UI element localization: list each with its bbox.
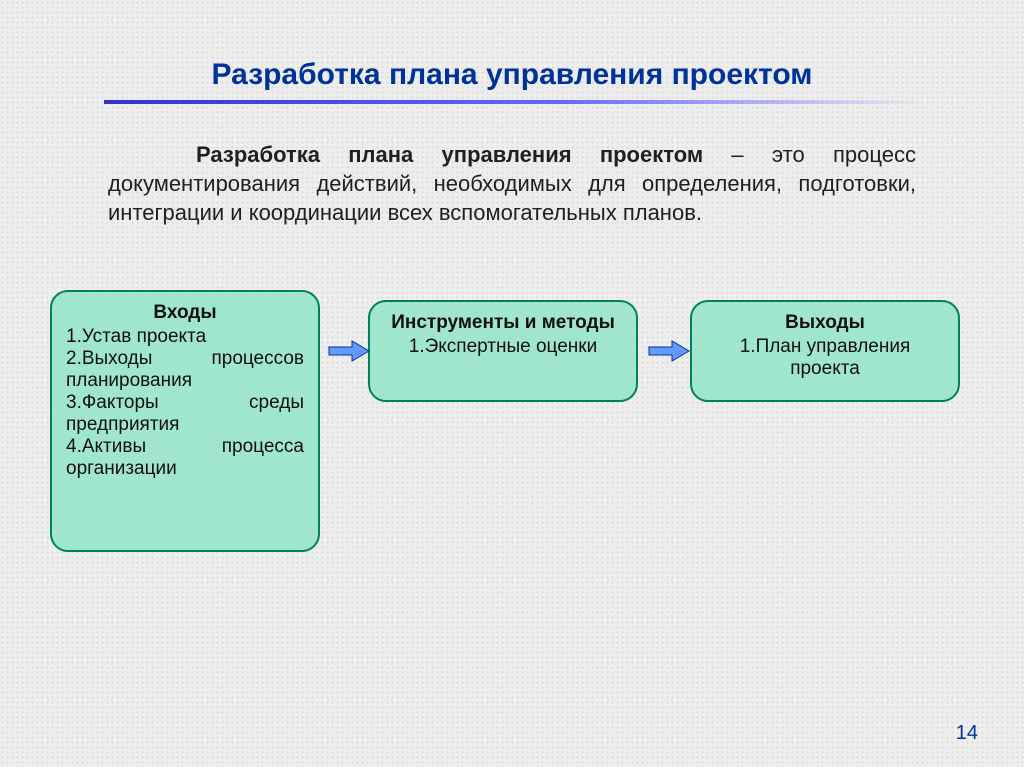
body-paragraph: Разработка плана управления проектом – э… [108, 140, 916, 227]
flow-box-tools: Инструменты и методы1.Экспертные оценки [368, 300, 638, 402]
flow-list-item: 1.Устав проекта [66, 326, 304, 348]
title-underline [104, 100, 924, 104]
flow-box-list: 1.Экспертные оценки [384, 336, 622, 358]
flow-box-list: 1.План управления проекта [706, 336, 944, 380]
flow-box-title: Входы [66, 302, 304, 324]
flow-list-item: 1.Экспертные оценки [384, 336, 622, 358]
flow-list-item: 2.Выходы процессов планирования [66, 348, 304, 392]
flow-box-outputs: Выходы1.План управления проекта [690, 300, 960, 402]
flow-box-inputs: Входы1.Устав проекта2.Выходы процессов п… [50, 290, 320, 552]
flow-list-item: 3.Факторы среды предприятия [66, 392, 304, 436]
slide-title: Разработка плана управления проектом [0, 58, 1024, 92]
flow-box-title: Инструменты и методы [384, 312, 622, 334]
arrow-right-icon [328, 340, 370, 362]
flow-diagram: Входы1.Устав проекта2.Выходы процессов п… [50, 290, 980, 570]
body-lead: Разработка плана управления проектом [196, 142, 703, 167]
flow-list-item: 4.Активы процесса организации [66, 436, 304, 480]
page-number: 14 [956, 722, 978, 745]
flow-box-title: Выходы [706, 312, 944, 334]
flow-box-list: 1.Устав проекта2.Выходы процессов планир… [66, 326, 304, 480]
flow-list-item: 1.План управления проекта [706, 336, 944, 380]
arrow-right-icon [648, 340, 690, 362]
